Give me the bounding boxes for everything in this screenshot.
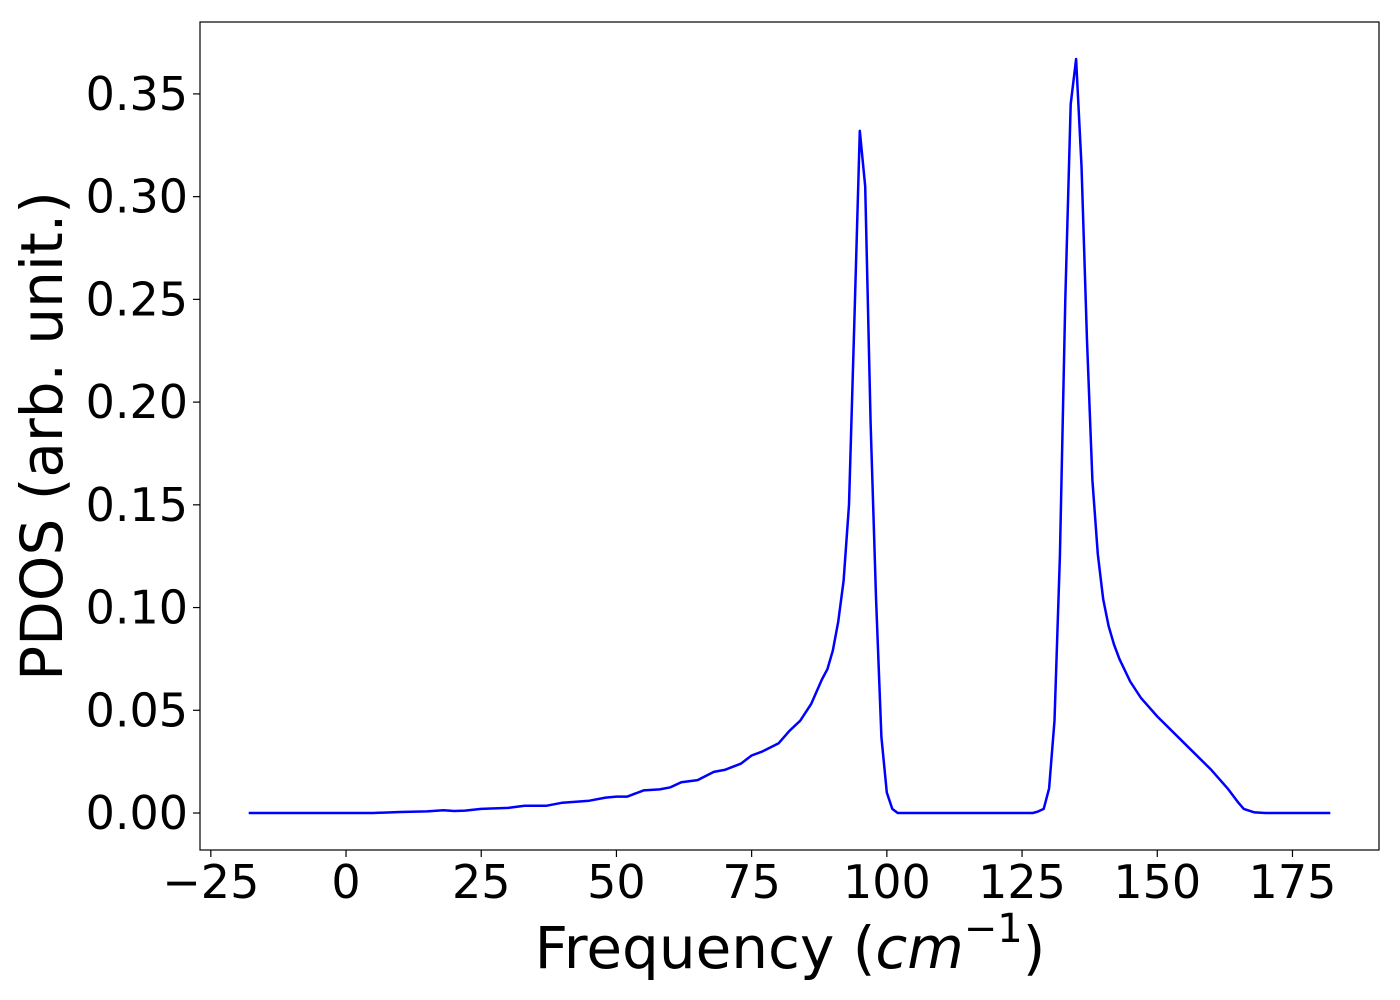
x-axis-label-text: Frequency [535, 914, 835, 982]
y-tick-label: 0.05 [86, 683, 188, 737]
plot-area [199, 21, 1380, 851]
x-axis-label: Frequency (cm−1) [535, 906, 1046, 982]
x-tick-label: 0 [331, 855, 360, 909]
y-tick-label: 0.10 [86, 581, 188, 635]
y-tick-label: 0.00 [86, 786, 188, 840]
y-tick-label: 0.35 [86, 67, 188, 121]
x-axis: −25 0 25 50 75 100 125 150 175 [162, 850, 1336, 909]
y-tick-label: 0.30 [86, 170, 188, 224]
series-line-0 [248, 57, 1331, 815]
x-tick-label: 150 [1113, 855, 1201, 909]
x-tick-label: 50 [587, 855, 646, 909]
x-tick-label: 75 [722, 855, 781, 909]
plot-frame [199, 21, 1380, 851]
y-tick-label: 0.15 [86, 478, 188, 532]
y-axis: 0.00 0.05 0.10 0.15 0.20 0.25 0.30 0.35 [86, 67, 200, 840]
x-tick-label: 100 [843, 855, 931, 909]
y-axis-label: PDOS (arb. unit.) [8, 191, 76, 681]
x-axis-label-exponent: −1 [964, 906, 1023, 952]
x-tick-label: 175 [1249, 855, 1337, 909]
x-tick-label: −25 [162, 855, 259, 909]
x-tick-label: 125 [978, 855, 1066, 909]
x-tick-label: 25 [452, 855, 511, 909]
x-axis-label-unit: cm [875, 914, 963, 982]
y-tick-label: 0.25 [86, 272, 188, 326]
y-tick-label: 0.20 [86, 375, 188, 429]
